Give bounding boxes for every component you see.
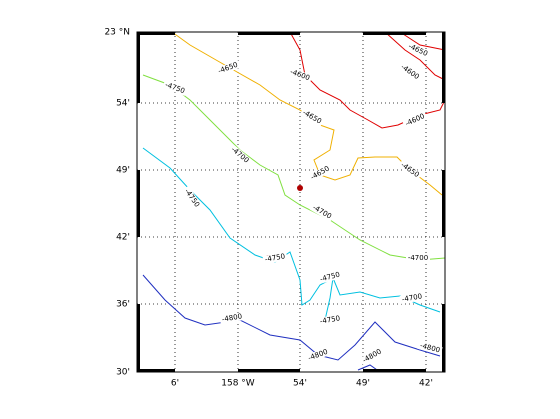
border-bar: [137, 304, 140, 372]
contour-label-bg: [405, 41, 431, 59]
contour-label: -4750: [319, 314, 340, 325]
contour-label-bg: [317, 270, 343, 284]
contour-label: -4750: [264, 252, 285, 263]
border-bar: [238, 32, 300, 35]
contour-label-bg: [228, 144, 252, 166]
contour-label-bg: [402, 111, 428, 129]
contour-label: -4650: [309, 164, 331, 181]
frame-border: [137, 32, 445, 372]
contour-label-bg: [359, 346, 385, 366]
contour-label-bg: [262, 251, 288, 265]
contour-label-bg: [417, 341, 443, 355]
contour-label: -4600: [399, 63, 420, 81]
contour-label-bg: [215, 60, 241, 76]
contour-label-bg: [287, 67, 313, 83]
frame: [136, 31, 446, 373]
lat-label: 30': [116, 368, 130, 378]
border-bar: [137, 32, 140, 103]
contour-label-bg: [305, 347, 331, 363]
contour-label-bg: [219, 311, 245, 325]
lat-label: 42': [116, 233, 130, 243]
contour-label: -4800: [221, 312, 242, 323]
lon-label: 6': [171, 379, 179, 389]
contour-label: -4650: [301, 108, 323, 125]
contour-label: -4800: [361, 347, 383, 364]
border-bar: [137, 32, 175, 35]
lon-label: 49': [356, 379, 370, 389]
contour-label: -4650: [399, 161, 420, 179]
contour-label-bg: [317, 313, 343, 327]
lat-label: 54': [116, 99, 130, 109]
contour-label-bg: [307, 163, 333, 183]
contour-label-bg: [399, 291, 425, 305]
lat-label: 49': [116, 166, 130, 176]
lon-label: 42': [419, 379, 433, 389]
lat-label: 23 °N: [104, 28, 130, 38]
contour-label-bg: [397, 61, 423, 83]
border-bar: [442, 170, 445, 237]
border-bar: [137, 369, 175, 372]
contour-label: -4800: [307, 348, 329, 362]
contour-label-bg: [309, 202, 335, 222]
contour-label: -4700: [401, 292, 422, 303]
border-bar: [363, 369, 426, 372]
contour-label-bg: [181, 185, 203, 211]
lat-label: 36': [116, 300, 130, 310]
contour-label-bg: [397, 159, 423, 181]
labels: 23 °N 54' 49' 42' 36' 30' 6' 158 °W 54' 49' 42' -46…: [104, 28, 443, 389]
contour-label: -4750: [319, 271, 341, 284]
contour-label-bg: [299, 107, 325, 127]
border-bar: [442, 304, 445, 372]
lon-label: 158 °W: [221, 379, 255, 389]
border-bar: [238, 369, 300, 372]
border-bar: [442, 32, 445, 103]
border-bar: [363, 32, 426, 35]
contour-label: -4700: [408, 254, 428, 262]
contour-label-bg: [162, 80, 188, 96]
border-bar: [137, 170, 140, 237]
markers: [265, 185, 303, 261]
lon-label: 54': [293, 379, 307, 389]
contour-label: -4700: [230, 145, 251, 164]
contour-label: -4600: [404, 112, 426, 128]
contour-label: -4700: [311, 203, 333, 220]
grid: [137, 32, 445, 372]
contours: [142, 31, 446, 373]
contour-label-bg: [406, 254, 430, 262]
contour-label: -4750: [164, 81, 186, 95]
